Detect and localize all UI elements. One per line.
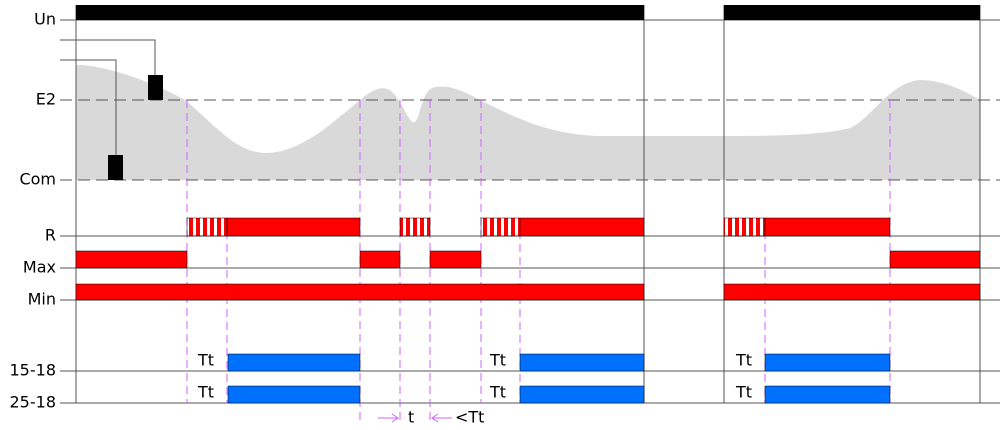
tt-label: Tt: [735, 351, 752, 370]
min-row: [75, 283, 981, 301]
electrode: [148, 75, 163, 100]
electrode: [108, 155, 123, 180]
row-label: Com: [19, 170, 56, 189]
supply-bar: [76, 5, 644, 20]
row-label: E2: [36, 90, 56, 109]
max-row: [75, 250, 981, 269]
threshold-lines: [60, 99, 1000, 181]
tt-label: Tt: [489, 351, 506, 370]
tt-label: Tt: [489, 383, 506, 402]
row-label: Min: [28, 290, 56, 309]
relay-row: [186, 217, 891, 237]
tt-label: Tt: [197, 351, 214, 370]
supply-bar: [724, 5, 980, 20]
interval-label: t: [408, 408, 414, 427]
baselines: [60, 5, 1000, 404]
row-label: Max: [23, 258, 56, 277]
output-bars: [227, 353, 891, 404]
tt-label: Tt: [197, 383, 214, 402]
signal-area: [76, 64, 980, 180]
tt-label: Tt: [735, 383, 752, 402]
electrode-wires: [60, 39, 156, 155]
interval-arrows: [378, 413, 452, 423]
interval-label: <Tt: [455, 408, 484, 427]
row-label: Un: [34, 10, 56, 29]
row-label: R: [45, 226, 56, 245]
row-label: 15-18: [10, 361, 57, 380]
row-label: 25-18: [10, 393, 57, 412]
